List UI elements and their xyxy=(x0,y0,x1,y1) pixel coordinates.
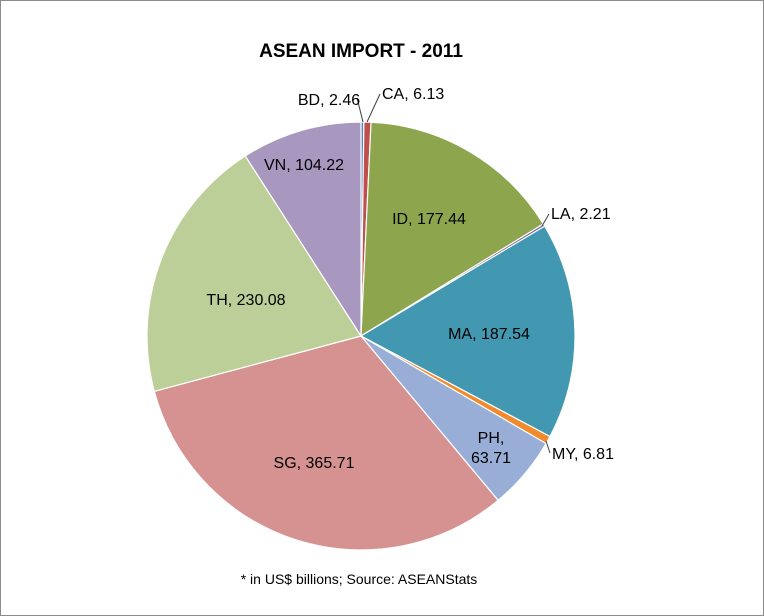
pie-slice-th xyxy=(146,155,362,393)
data-label-vn: VN, 104.22 xyxy=(264,157,344,174)
chart-footnote: * in US$ billions; Source: ASEANStats xyxy=(241,571,478,587)
data-label-id: ID, 177.44 xyxy=(392,211,466,228)
data-label-la: LA, 2.21 xyxy=(551,206,611,223)
data-label-sg: SG, 365.71 xyxy=(274,455,355,472)
chart-title: ASEAN IMPORT - 2011 xyxy=(259,41,463,62)
leader-line-my xyxy=(545,440,551,454)
pie-slice-ma xyxy=(359,225,576,438)
data-label-ma: MA, 187.54 xyxy=(448,326,530,343)
data-label-bd: BD, 2.46 xyxy=(298,92,360,109)
data-label-ca: CA, 6.13 xyxy=(382,86,444,103)
data-label-ph: PH, 63.71 xyxy=(471,430,511,467)
pie-slice-id xyxy=(360,121,545,338)
leader-line-bd xyxy=(356,97,364,123)
pie-slices xyxy=(146,121,576,551)
label-leader-lines xyxy=(356,93,551,454)
leader-line-ca xyxy=(366,93,381,123)
data-labels: BD, 2.46 CA, 6.13 ID, 177.44 LA, 2.21 MA, 18… xyxy=(206,86,614,472)
leader-line-la xyxy=(541,213,550,227)
data-label-my: MY, 6.81 xyxy=(552,446,614,463)
pie-slice-vn xyxy=(244,121,362,339)
pie-slice-sg xyxy=(153,335,499,551)
data-label-th: TH, 230.08 xyxy=(206,292,285,309)
